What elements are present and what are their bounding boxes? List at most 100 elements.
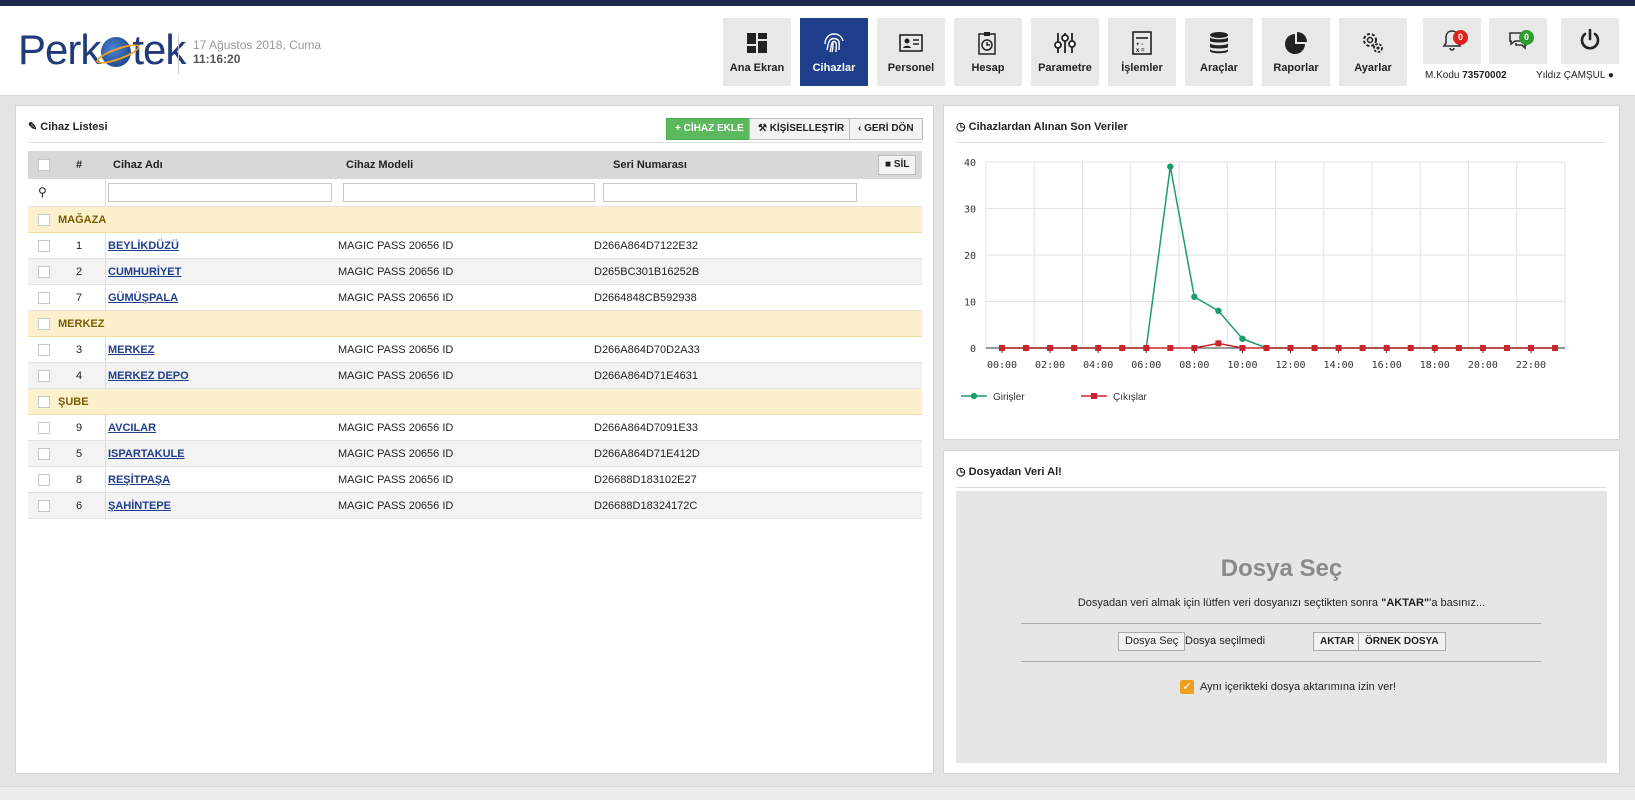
delete-button[interactable]: ■ SİL — [878, 155, 917, 175]
notifications-button[interactable]: 0 — [1423, 18, 1481, 64]
group-row[interactable]: ŞUBE — [28, 389, 922, 415]
row-checkbox[interactable] — [38, 396, 50, 408]
row-number: 6 — [76, 500, 83, 512]
device-serial: D266A864D7122E32 — [594, 240, 698, 252]
col-name[interactable]: Cihaz Adı — [113, 159, 163, 171]
filter-model-input[interactable] — [343, 183, 595, 202]
logo-text-right: tek — [132, 26, 186, 73]
logout-button[interactable] — [1561, 18, 1619, 64]
nav-database-button[interactable]: Araçlar — [1185, 18, 1253, 86]
nav-clipboard-clock-button[interactable]: Hesap — [954, 18, 1022, 86]
footer-bar — [0, 786, 1635, 800]
nav-sliders-button[interactable]: Parametre — [1031, 18, 1099, 86]
transfer-button[interactable]: AKTAR — [1313, 632, 1362, 651]
divider — [1021, 623, 1541, 624]
device-name-link[interactable]: GÜMÜŞPALA — [108, 292, 179, 304]
messages-button[interactable]: 0 — [1489, 18, 1547, 64]
table-row[interactable]: 2 CUMHURİYET MAGIC PASS 20656 ID D265BC301B… — [28, 259, 922, 285]
row-number: 3 — [76, 344, 83, 356]
row-checkbox[interactable] — [38, 266, 50, 278]
filter-name-input[interactable] — [108, 183, 332, 202]
add-device-button[interactable]: + CİHAZ EKLE — [666, 118, 753, 140]
row-checkbox[interactable] — [38, 318, 50, 330]
choose-file-button[interactable]: Dosya Seç — [1118, 632, 1186, 651]
table-row[interactable]: 6 ŞAHİNTEPE MAGIC PASS 20656 ID D26688D1832… — [28, 493, 922, 519]
chart-panel: ◷ Cihazlardan Alınan Son Veriler 0 10 20 30… — [943, 105, 1620, 440]
nav-fingerprint-button[interactable]: Cihazlar — [800, 18, 868, 86]
x-tick-label: 10:00 — [1227, 360, 1257, 371]
back-button[interactable]: ‹ GERİ DÖN — [849, 118, 923, 140]
select-all-checkbox[interactable] — [38, 159, 50, 171]
table-row[interactable]: 5 ISPARTAKULE MAGIC PASS 20656 ID D266A864D… — [28, 441, 922, 467]
data-point — [1191, 293, 1198, 301]
table-row[interactable]: 1 BEYLİKDÜZÜ MAGIC PASS 20656 ID D266A864D7… — [28, 233, 922, 259]
row-checkbox[interactable] — [38, 370, 50, 382]
device-model: MAGIC PASS 20656 ID — [338, 422, 454, 434]
allow-duplicate-checkbox[interactable]: ✓ — [1180, 680, 1194, 694]
user-icon: ● — [1607, 70, 1614, 81]
row-checkbox[interactable] — [38, 292, 50, 304]
col-serial[interactable]: Seri Numarası — [613, 159, 687, 171]
nav-gears-button[interactable]: Ayarlar — [1339, 18, 1407, 86]
pie-chart-icon — [1285, 32, 1307, 54]
row-checkbox[interactable] — [38, 240, 50, 252]
group-row[interactable]: MERKEZ — [28, 311, 922, 337]
device-name-link[interactable]: BEYLİKDÜZÜ — [108, 240, 179, 252]
device-name-link[interactable]: ŞAHİNTEPE — [108, 500, 171, 512]
device-name-link[interactable]: AVCILAR — [108, 422, 157, 434]
device-name-link[interactable]: REŞİTPAŞA — [108, 474, 171, 486]
filter-serial-input[interactable] — [603, 183, 857, 202]
nav-label: Parametre — [1038, 62, 1092, 74]
device-name-link[interactable]: CUMHURİYET — [108, 266, 182, 278]
device-serial: D26688D183102E27 — [594, 474, 697, 486]
x-tick-label: 08:00 — [1179, 360, 1209, 371]
divider — [105, 259, 106, 284]
device-list-header: ✎ Cihaz Listesi — [28, 120, 108, 133]
user-menu[interactable]: Yıldız ÇAMŞUL ● — [1536, 70, 1614, 81]
device-model: MAGIC PASS 20656 ID — [338, 344, 454, 356]
device-name-link[interactable]: MERKEZ — [108, 344, 155, 356]
table-row[interactable]: 8 REŞİTPAŞA MAGIC PASS 20656 ID D26688D1831… — [28, 467, 922, 493]
x-tick-label: 16:00 — [1372, 360, 1402, 371]
row-checkbox[interactable] — [38, 422, 50, 434]
row-number: 1 — [76, 240, 83, 252]
table-header: # Cihaz Adı Cihaz Modeli Seri Numarası ■… — [28, 151, 922, 179]
table-row[interactable]: 7 GÜMÜŞPALA MAGIC PASS 20656 ID D2664848CB5… — [28, 285, 922, 311]
device-name-link[interactable]: ISPARTAKULE — [108, 448, 185, 460]
table-row[interactable]: 3 MERKEZ MAGIC PASS 20656 ID D266A864D70D2A… — [28, 337, 922, 363]
dashboard-icon — [747, 33, 767, 53]
row-checkbox[interactable] — [38, 474, 50, 486]
alarm-clock-icon: ◷ — [956, 466, 966, 478]
table-row[interactable]: 9 AVCILAR MAGIC PASS 20656 ID D266A864D7091… — [28, 415, 922, 441]
row-checkbox[interactable] — [38, 448, 50, 460]
row-checkbox[interactable] — [38, 500, 50, 512]
nav-calculator-button[interactable]: + -x = İşlemler — [1108, 18, 1176, 86]
customize-button[interactable]: ⚒ KİŞİSELLEŞTİR — [749, 118, 854, 140]
nav-dashboard-button[interactable]: Ana Ekran — [723, 18, 791, 86]
data-point — [1359, 345, 1366, 351]
device-name-link[interactable]: MERKEZ DEPO — [108, 370, 189, 382]
data-point — [1311, 345, 1318, 351]
database-icon — [1210, 32, 1228, 54]
nav-id-card-button[interactable]: Personel — [877, 18, 945, 86]
group-label: ŞUBE — [58, 396, 89, 408]
divider — [1021, 661, 1541, 662]
fingerprint-icon — [824, 33, 844, 53]
row-checkbox[interactable] — [38, 344, 50, 356]
data-point — [1552, 345, 1558, 351]
table-row[interactable]: 4 MERKEZ DEPO MAGIC PASS 20656 ID D266A864D… — [28, 363, 922, 389]
group-row[interactable]: MAĞAZA — [28, 207, 922, 233]
data-point — [1407, 345, 1414, 351]
notification-count-badge: 0 — [1453, 30, 1468, 45]
brand-logo[interactable]: Perk tek — [18, 26, 186, 74]
globe-icon — [101, 37, 132, 67]
file-select-heading: Dosya Seç — [1220, 555, 1343, 582]
data-point — [1191, 345, 1198, 351]
col-model[interactable]: Cihaz Modeli — [346, 159, 414, 171]
col-num: # — [76, 159, 83, 171]
y-tick-label: 10 — [964, 298, 976, 309]
sample-file-button[interactable]: ÖRNEK DOSYA — [1358, 632, 1446, 651]
device-serial: D266A864D71E412D — [594, 448, 700, 460]
nav-pie-chart-button[interactable]: Raporlar — [1262, 18, 1330, 86]
row-checkbox[interactable] — [38, 214, 50, 226]
